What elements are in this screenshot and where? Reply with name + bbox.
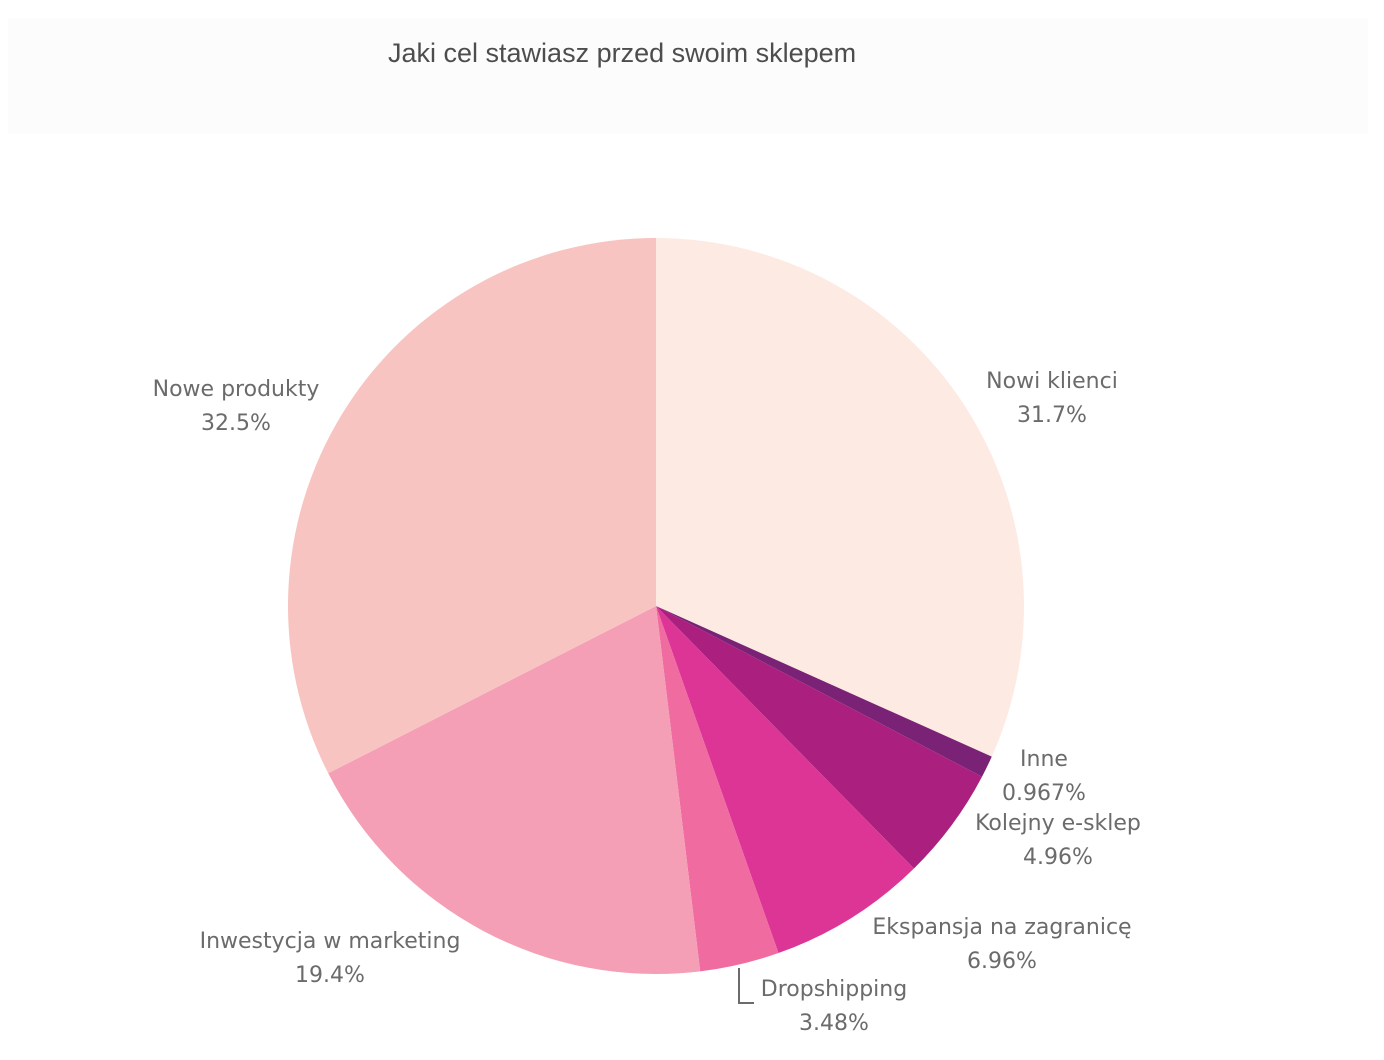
pie-slice-nowi-klienci xyxy=(656,238,1024,757)
slice-label-value: 6.96% xyxy=(967,949,1037,974)
slice-label-name: Dropshipping xyxy=(761,977,907,1002)
leader-lines xyxy=(738,968,754,1004)
slice-label-name: Ekspansja na zagranicę xyxy=(872,915,1131,940)
pie-slices xyxy=(287,238,1024,974)
leader-line-dropshipping xyxy=(738,968,754,1004)
slice-label-value: 32.5% xyxy=(201,411,271,436)
slice-label-name: Nowe produkty xyxy=(153,377,320,402)
pie-slice-dropshipping xyxy=(656,606,779,972)
slice-label-value: 4.96% xyxy=(1023,845,1093,870)
chart-title: Jaki cel stawiasz przed swoim sklepem xyxy=(388,38,857,68)
slice-label-value: 0.967% xyxy=(1002,781,1086,806)
slice-labels: Nowi klienci 31.7% Inne 0.967% Kolejny e-skl… xyxy=(153,369,1141,1036)
pie-slice-ekspansja-na-zagranic- xyxy=(656,606,914,954)
slice-label-value: 3.48% xyxy=(799,1011,869,1036)
pie-slice-inwestycja-w-marketing xyxy=(328,606,701,974)
title-bar xyxy=(8,18,1368,134)
pie-slice-inne xyxy=(656,606,992,777)
slice-label-value: 19.4% xyxy=(295,963,365,988)
slice-label-name: Inwestycja w marketing xyxy=(200,929,461,954)
pie-slice-nowe-produkty xyxy=(287,238,656,774)
slice-label-name: Kolejny e-sklep xyxy=(975,811,1141,836)
slice-label-name: Inne xyxy=(1020,747,1068,772)
slice-label-value: 31.7% xyxy=(1017,403,1087,428)
slice-label-name: Nowi klienci xyxy=(986,369,1118,394)
pie-slice-kolejny-e-sklep xyxy=(656,606,982,869)
